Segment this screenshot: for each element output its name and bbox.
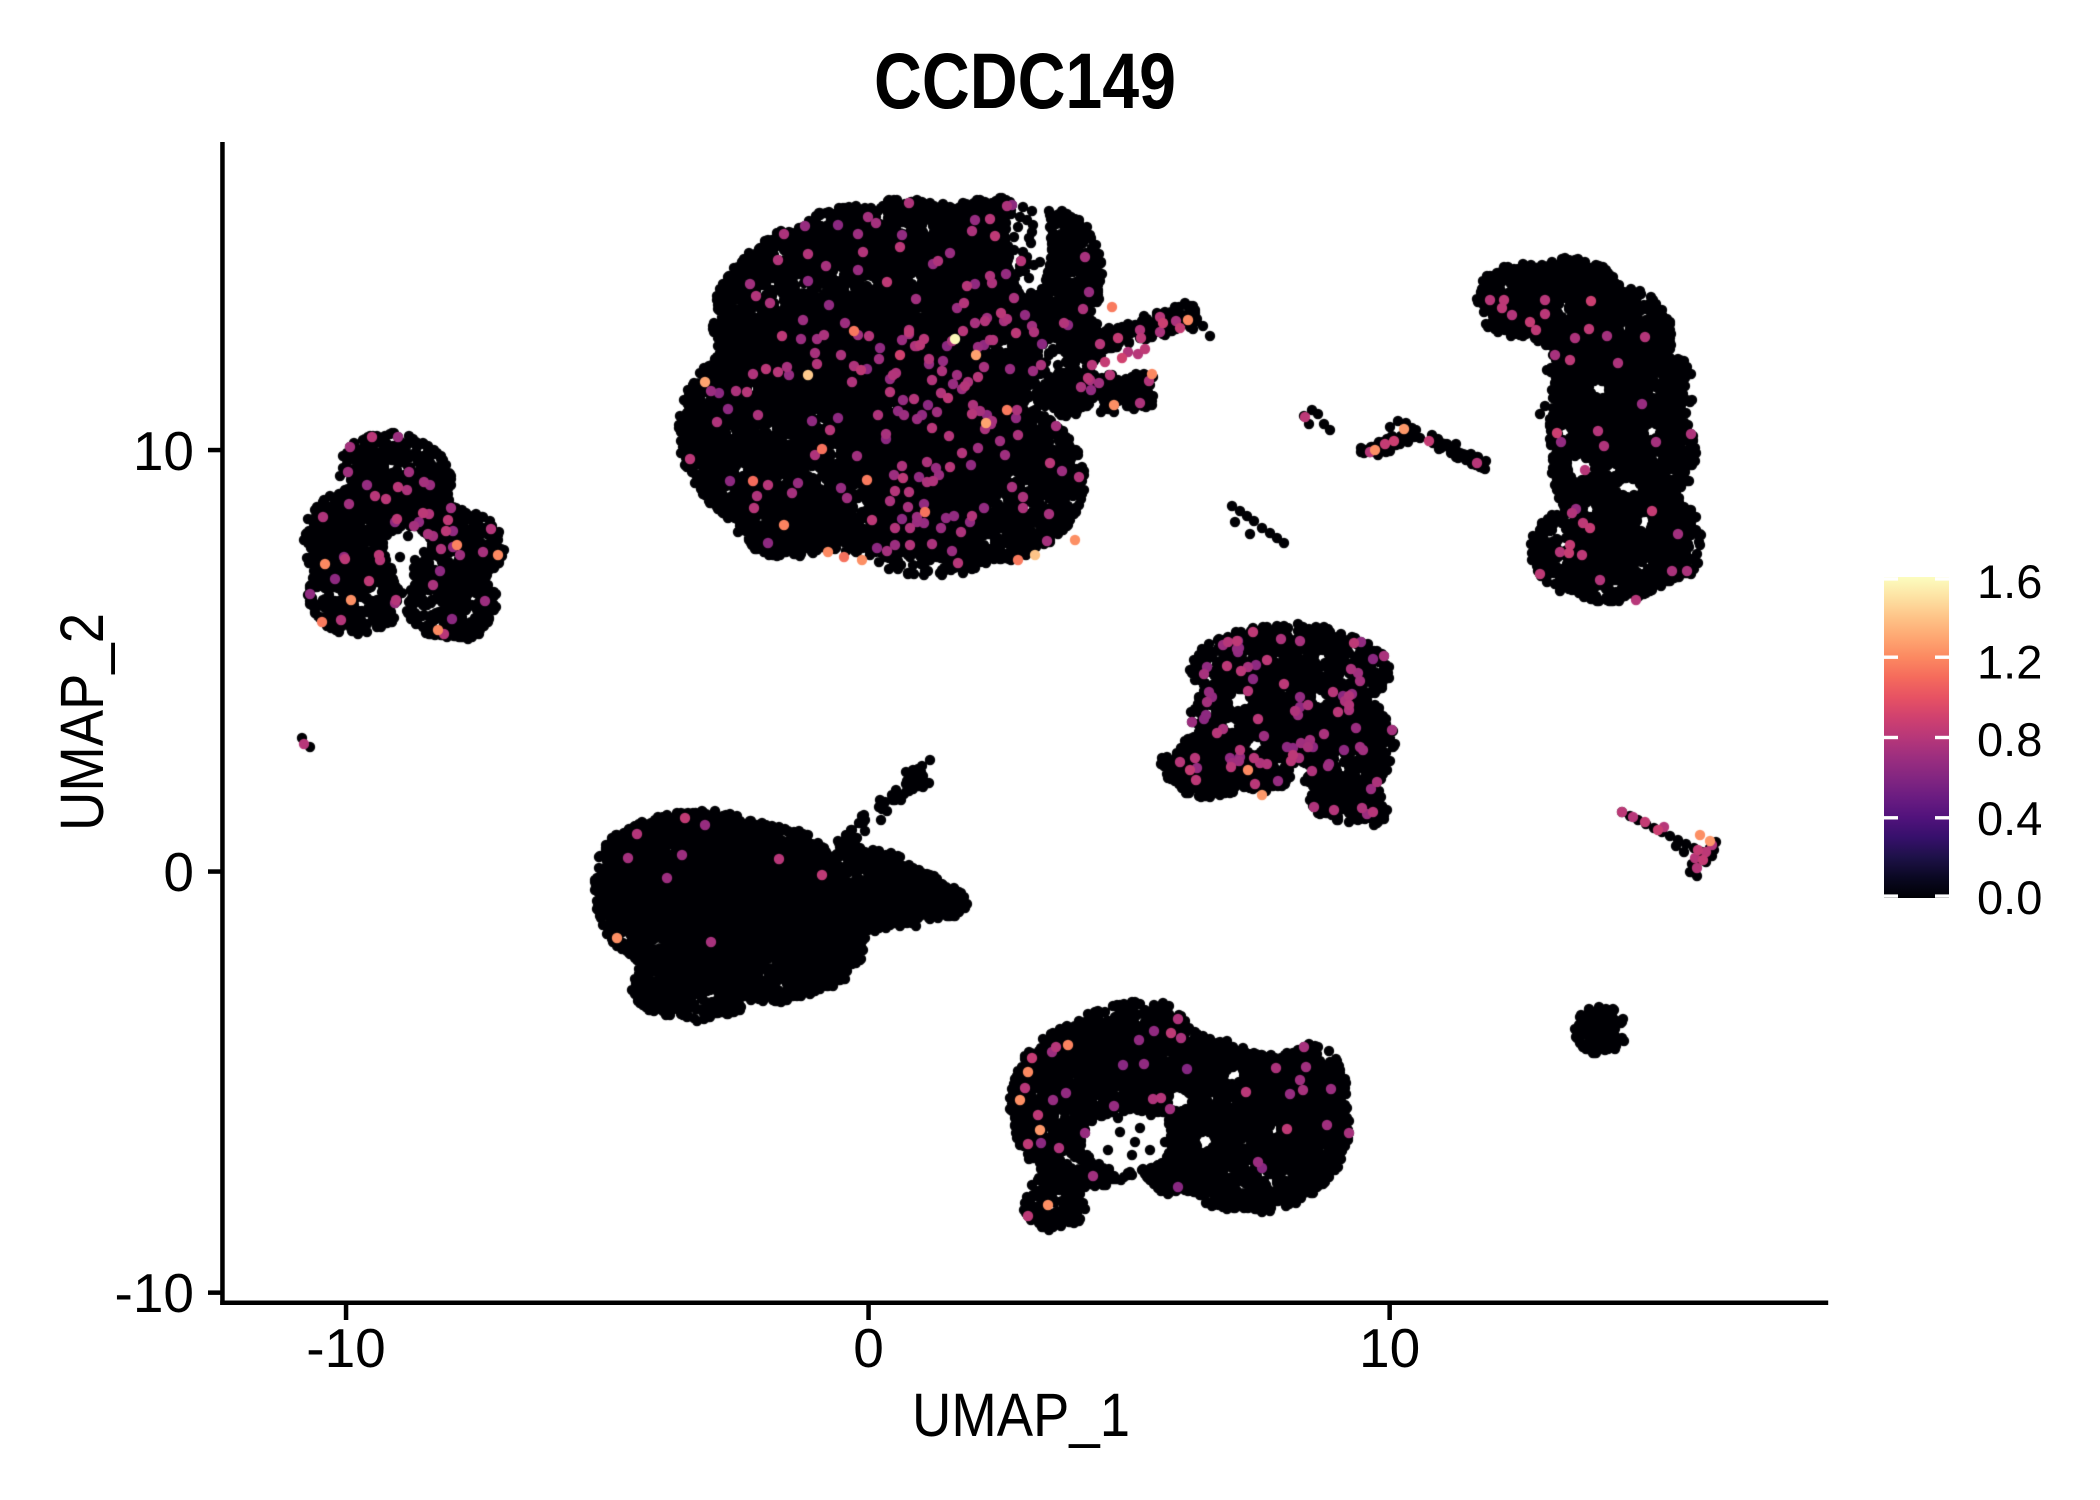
svg-text:10: 10 [133, 420, 194, 482]
svg-text:1.2: 1.2 [1977, 636, 2042, 689]
svg-text:0.0: 0.0 [1977, 871, 2042, 924]
svg-text:-10: -10 [115, 1262, 195, 1324]
svg-text:0.8: 0.8 [1977, 713, 2042, 766]
svg-text:CCDC149: CCDC149 [874, 36, 1176, 125]
svg-text:UMAP_1: UMAP_1 [912, 1381, 1130, 1449]
svg-text:0: 0 [163, 841, 194, 903]
svg-text:-10: -10 [306, 1317, 386, 1379]
svg-text:0.4: 0.4 [1977, 792, 2042, 845]
svg-text:10: 10 [1359, 1317, 1420, 1379]
svg-text:1.6: 1.6 [1977, 555, 2042, 608]
svg-text:0: 0 [853, 1317, 884, 1379]
svg-text:UMAP_2: UMAP_2 [48, 613, 116, 831]
